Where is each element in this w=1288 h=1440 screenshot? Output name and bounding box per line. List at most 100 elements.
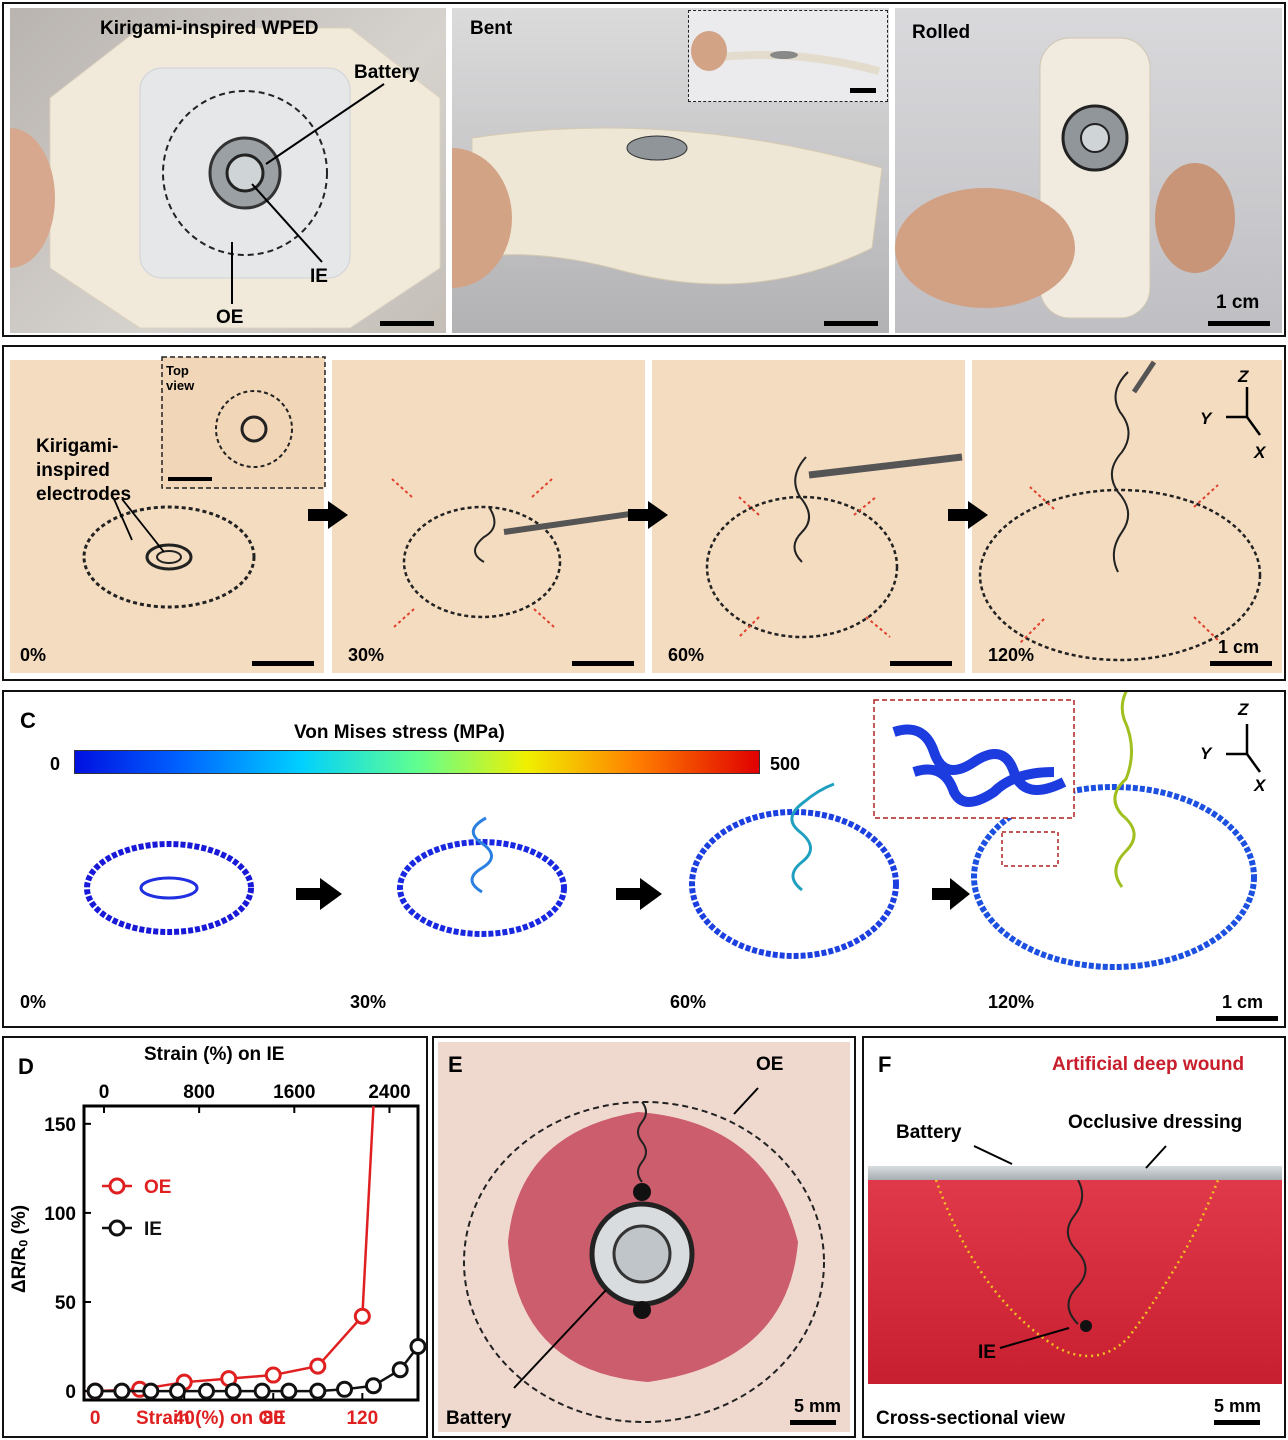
colorbar-max: 500 [770,754,801,774]
panel-d-label: D [18,1054,34,1079]
panel-a-battery-label: Battery [354,62,420,83]
panel-b-strain-120: 120% [988,645,1035,665]
panel-e-label: E [448,1052,463,1077]
x-tick-label-bottom: 80 [263,1408,284,1429]
legend-marker [108,1219,126,1237]
panel-b-scalebar-1 [252,661,314,666]
panel-b-scalebar-4 [1210,661,1272,666]
x-tick-label-top: 0 [99,1082,110,1103]
wped-bent-illustration [452,127,883,288]
photo-bent-inset [688,10,888,102]
panel-b-scalebar-2 [572,661,634,666]
cross-section-illustration [934,1179,1220,1358]
panel-c-label: C [20,708,36,733]
panel-e-scalebar [790,1420,836,1425]
panel-b-inset-title: Top view [166,363,195,393]
colorbar-min: 0 [50,754,61,774]
legend-marker [108,1177,126,1195]
panel-a-scalebar-2 [824,321,878,326]
data-point-oe [309,1357,327,1375]
panel-d: D Strain (%) on IE Strain (%) on OE ΔR/R… [2,1036,428,1438]
panel-b-axis-z: Z [1238,367,1249,386]
panel-c-strain-30: 30% [350,992,387,1012]
legend-label-oe: OE [144,1177,171,1198]
panel-b-inset-scalebar [168,477,212,481]
panel-f: F Artificial deep wound Battery Occlusiv… [862,1036,1286,1438]
panel-b: B [2,345,1286,681]
panel-a-oe-label: OE [216,307,244,328]
data-point-ie [169,1382,187,1400]
data-point-ie [113,1382,131,1400]
panel-f-scalebar [1214,1420,1260,1425]
wped-rolled-illustration [895,37,1235,319]
panel-f-label: F [878,1052,892,1077]
panel-b-strain-30: 30% [348,645,385,665]
x-tick-label-top: 2400 [368,1082,410,1103]
y-tick-label: 150 [44,1115,76,1136]
panel-f-title: Artificial deep wound [1052,1054,1245,1075]
panel-b-drawings [82,356,1262,662]
panel-a-arrows [231,83,385,304]
x-tick-label-bottom: 40 [174,1408,195,1429]
chart-xlabel-top: Strain (%) on IE [144,1044,285,1065]
panel-f-caption: Cross-sectional view [876,1408,1066,1429]
panel-f-dressing-label: Occlusive dressing [1068,1112,1243,1133]
data-point-ie [224,1382,242,1400]
panel-a: A Kirigami-inspired WPED Battery IE OE [2,2,1286,337]
panel-f-arrows [973,1145,1167,1349]
panel-b-electrodes-label: Kirigami-inspired electrodes [36,436,132,505]
data-point-ie [142,1382,160,1400]
data-point-ie [391,1361,409,1379]
data-point-ie [197,1382,215,1400]
panel-b-strain-0: 0% [20,645,47,665]
chart-frame [82,1104,420,1402]
panel-f-battery-label: Battery [896,1122,962,1143]
data-point-ie [364,1377,382,1395]
panel-b-scalebar-3 [890,661,952,666]
data-point-oe [353,1307,371,1325]
panel-c-strain-60: 60% [670,992,707,1012]
legend-label-ie: IE [144,1219,162,1240]
colorbar-title: Von Mises stress (MPa) [294,722,505,743]
panel-b-scale-text: 1 cm [1218,637,1260,657]
strain-resistance-chart: 0 40 80 120 0 800 1600 2400 0 50 100 150 OE IE [44,1082,426,1429]
panel-a-inset-scalebar [850,88,876,93]
data-point-ie [280,1382,298,1400]
panel-e-oe-label: OE [756,1054,784,1075]
y-tick-label: 0 [65,1382,76,1403]
data-point-ie [86,1382,104,1400]
panel-b-strain-60: 60% [668,645,705,665]
panel-b-axis-x: X [1254,443,1266,462]
panel-c-axis-z: Z [1238,700,1249,719]
panel-c-axis-y: Y [1200,744,1212,763]
photo-wped-rolled [895,8,1282,333]
panel-c-axis-x: X [1254,776,1266,795]
chart-xlabel-bottom: Strain (%) on OE [136,1408,286,1429]
photo-wped-flat [10,8,446,333]
panel-a-scale-text: 1 cm [1216,292,1260,313]
wped-flat-illustration [10,27,441,329]
panel-f-scale-text: 5 mm [1214,1396,1262,1416]
photo-wound-cross-section [868,1178,1282,1384]
panel-c-scalebar [1216,1016,1278,1021]
x-tick-label-bottom: 0 [90,1408,101,1429]
panel-c-scale-text: 1 cm [1222,992,1264,1012]
panel-a-title-bent: Bent [470,18,513,39]
panel-b-axis-y: Y [1200,409,1212,428]
panel-a-scalebar-1 [380,321,434,326]
y-tick-label: 100 [44,1204,76,1225]
panel-a-title-rolled: Rolled [912,22,971,43]
panel-e-scale-text: 5 mm [794,1396,842,1416]
data-point-ie [336,1380,354,1398]
panel-a-ie-label: IE [310,266,328,287]
panel-a-scalebar-3 [1208,321,1270,326]
x-tick-label-top: 800 [183,1082,215,1103]
data-point-ie [253,1382,271,1400]
x-tick-label-bottom: 120 [346,1408,378,1429]
colorbar [74,750,760,774]
series-line-oe [95,1105,375,1393]
wound-top-illustration [463,1087,825,1423]
photo-wped-wound-top [438,1042,850,1432]
panel-c: C Von Mises stress (MPa) 0 500 0% 30% 60… [2,690,1286,1028]
y-tick-label: 50 [55,1293,76,1314]
